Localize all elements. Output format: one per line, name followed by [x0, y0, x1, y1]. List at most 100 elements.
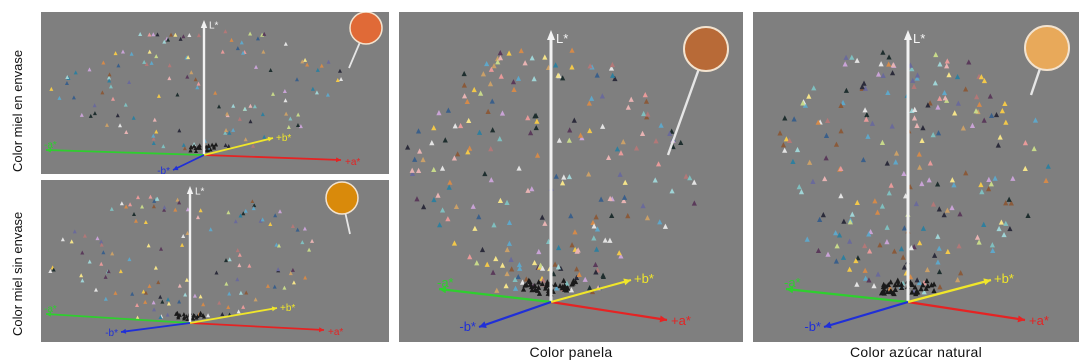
color-point — [587, 127, 593, 134]
color-point — [926, 177, 932, 183]
color-point — [993, 111, 1000, 118]
minus-b-axis-arrowhead — [824, 321, 832, 329]
color-point — [226, 304, 231, 309]
minus-a-axis-label: -a* — [437, 275, 454, 290]
color-point — [992, 175, 998, 181]
color-point — [588, 95, 595, 101]
color-point — [854, 281, 860, 287]
color-point — [167, 76, 172, 81]
color-point — [935, 104, 941, 110]
color-point — [458, 122, 464, 129]
color-point — [862, 107, 868, 113]
color-point — [476, 214, 482, 220]
color-point — [210, 142, 215, 147]
color-point — [326, 59, 331, 64]
plus-a-axis-arrowhead — [336, 157, 341, 163]
color-point — [901, 170, 907, 177]
color-point — [553, 62, 559, 68]
color-point — [461, 93, 468, 99]
color-point — [572, 229, 578, 235]
color-point — [155, 32, 160, 37]
color-point — [912, 284, 918, 290]
color-point — [838, 102, 844, 108]
color-point — [452, 123, 458, 129]
color-point-cloud — [49, 29, 344, 153]
l-axis-arrowhead — [200, 20, 208, 28]
color-point — [186, 55, 191, 60]
color-point — [286, 125, 291, 130]
color-point — [290, 267, 295, 272]
color-point — [227, 257, 232, 262]
color-point — [628, 96, 634, 102]
color-point — [564, 280, 570, 286]
minus-a-axis-label: -a* — [44, 304, 57, 315]
color-point — [211, 144, 216, 149]
color-point — [237, 263, 242, 268]
color-point — [786, 137, 793, 143]
color-point — [123, 102, 128, 107]
minus-b-axis-arrowhead — [121, 328, 127, 334]
color-point — [235, 46, 240, 51]
lab-diagram-panela: L* +a* -a* +b* -b* — [405, 26, 729, 334]
color-point — [862, 85, 869, 91]
color-point — [223, 143, 228, 148]
color-point — [87, 67, 92, 72]
color-point — [180, 242, 185, 247]
side-label-envase: Color miel en envase — [10, 49, 25, 172]
color-point — [506, 219, 513, 226]
color-point — [1022, 165, 1028, 171]
plus-a-axis-line — [907, 300, 1026, 322]
color-point — [178, 36, 183, 41]
color-point — [65, 74, 70, 79]
color-swatch — [325, 181, 359, 215]
color-point — [325, 92, 330, 97]
color-point — [305, 62, 310, 67]
color-point — [825, 117, 831, 123]
plus-a-axis-arrowhead — [318, 327, 324, 333]
color-point — [72, 229, 77, 234]
color-point — [130, 291, 135, 296]
color-point — [206, 144, 211, 149]
color-point — [239, 40, 244, 45]
color-point — [937, 284, 943, 290]
color-point — [614, 146, 621, 152]
color-point — [1045, 163, 1051, 169]
color-point — [99, 261, 104, 266]
color-point — [880, 288, 886, 295]
color-point — [151, 32, 156, 37]
color-point — [119, 201, 124, 206]
color-point — [143, 299, 148, 304]
color-point — [518, 47, 524, 54]
color-point — [296, 112, 301, 117]
color-point — [248, 119, 253, 124]
color-point — [255, 36, 260, 41]
color-point — [998, 219, 1004, 225]
color-point — [594, 246, 600, 252]
color-point — [99, 242, 104, 247]
color-point — [64, 80, 69, 85]
color-point — [866, 277, 872, 283]
color-point — [193, 77, 198, 82]
color-point — [1003, 200, 1009, 206]
color-point — [573, 274, 580, 281]
color-point — [519, 279, 526, 285]
color-point — [131, 212, 136, 217]
color-point — [198, 208, 203, 213]
color-point — [955, 277, 961, 283]
color-point — [464, 98, 470, 104]
color-point — [509, 266, 515, 272]
color-point — [790, 158, 796, 165]
color-point — [1002, 100, 1008, 107]
color-point — [194, 148, 199, 153]
color-point — [566, 137, 572, 143]
color-point — [436, 110, 442, 116]
plus-b-axis-label: +b* — [634, 271, 654, 286]
color-point — [600, 123, 606, 129]
color-point — [235, 248, 240, 253]
color-point — [937, 95, 943, 101]
color-point-cloud — [405, 47, 697, 297]
color-point — [231, 127, 236, 132]
color-point — [421, 204, 427, 210]
color-point — [488, 177, 494, 183]
color-point — [184, 314, 189, 319]
